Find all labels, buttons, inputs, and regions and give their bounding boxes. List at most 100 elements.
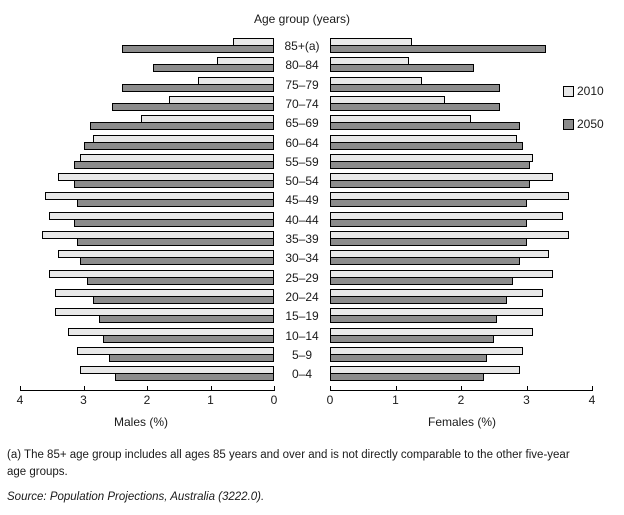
bar-female-2050 (330, 64, 475, 73)
legend-item-2010: 2010 (563, 84, 604, 98)
male-bars-cell (20, 250, 274, 269)
male-bars-cell (20, 269, 274, 289)
bar-male-2050 (115, 373, 274, 382)
female-bars-cell (330, 346, 592, 366)
female-axis-tick (395, 386, 397, 391)
female-bars-cell (330, 76, 592, 96)
pyramid-row: 70–74 (0, 95, 624, 115)
bar-male-2050 (77, 238, 274, 246)
male-bars-cell (20, 115, 274, 134)
source-note: Source: Population Projections, Australi… (7, 491, 265, 503)
age-group-label: 15–19 (285, 309, 319, 324)
female-tick-label: 1 (392, 393, 399, 407)
male-bars-cell (20, 366, 274, 385)
age-group-label: 25–29 (285, 270, 319, 285)
female-bars-cell (330, 153, 592, 173)
female-bars-cell (330, 95, 592, 115)
bar-female-2050 (330, 295, 507, 304)
bar-female-2050 (330, 83, 501, 92)
age-group-label: 30–34 (285, 251, 319, 266)
bar-female-2050 (330, 373, 484, 382)
pyramid-row: 75–79 (0, 76, 624, 96)
pyramid-row: 65–69 (0, 115, 624, 134)
pyramid-row: 30–34 (0, 250, 624, 269)
male-bars-cell (20, 192, 274, 211)
bar-male-2050 (112, 102, 274, 111)
male-tick-label: 2 (143, 393, 151, 407)
pyramid-row: 80–84 (0, 57, 624, 76)
legend-swatch-2050-icon (563, 118, 574, 130)
age-group-label: 80–84 (285, 58, 319, 73)
age-group-label: 5–9 (291, 347, 313, 362)
male-bars-cell (20, 173, 274, 192)
bar-male-2050 (102, 334, 274, 343)
bar-male-2050 (73, 180, 274, 189)
female-bars-cell (330, 57, 592, 76)
male-tick-label: 4 (16, 393, 24, 407)
bar-male-2050 (99, 315, 274, 324)
female-bars-cell (330, 366, 592, 385)
female-tick-label: 0 (326, 393, 334, 407)
pyramid-row: 10–14 (0, 327, 624, 347)
male-bars-cell (20, 95, 274, 115)
male-bars-cell (20, 308, 274, 327)
bar-male-2050 (73, 218, 274, 227)
female-bars-cell (330, 192, 592, 211)
age-group-label: 40–44 (285, 212, 319, 227)
male-bars-cell (20, 327, 274, 347)
pyramid-row: 45–49 (0, 192, 624, 211)
pyramid-row: 55–59 (0, 153, 624, 173)
age-group-label: 20–24 (285, 289, 319, 304)
female-bars-cell (330, 288, 592, 308)
female-bars-cell (330, 211, 592, 231)
male-axis-title: Males (%) (113, 415, 169, 429)
pyramid-row: 40–44 (0, 211, 624, 231)
pyramid-row: 0–4 (0, 366, 624, 385)
age-group-label: 50–54 (285, 174, 319, 189)
bar-male-2050 (77, 199, 274, 208)
male-bars-cell (20, 346, 274, 366)
bar-female-2050 (330, 141, 524, 150)
age-group-label: 55–59 (285, 154, 319, 169)
male-axis-tick (147, 386, 148, 391)
pyramid-row: 60–64 (0, 134, 624, 154)
bar-female-2050 (330, 238, 527, 246)
bar-female-2050 (330, 218, 527, 227)
bar-female-2050 (330, 353, 488, 362)
female-axis-tick (526, 386, 528, 391)
female-bars-cell (330, 250, 592, 269)
female-bars-cell (330, 308, 592, 327)
male-bars-cell (20, 211, 274, 231)
pyramid-row: 25–29 (0, 269, 624, 289)
bar-male-2050 (83, 141, 274, 150)
age-group-label: 0–4 (291, 367, 313, 382)
pyramid-row: 50–54 (0, 173, 624, 192)
bar-female-2050 (330, 257, 520, 266)
female-bars-cell (330, 38, 592, 57)
female-axis-tick (461, 386, 462, 391)
legend-label-2050: 2050 (577, 117, 604, 131)
female-tick-label: 4 (588, 393, 596, 407)
female-bars-cell (330, 269, 592, 289)
male-bars-cell (20, 57, 274, 76)
male-axis-tick (210, 386, 212, 391)
bar-female-2050 (330, 180, 530, 189)
legend-item-2050: 2050 (563, 117, 604, 131)
bar-male-2050 (108, 353, 274, 362)
bar-female-2050 (330, 334, 494, 343)
pyramid-row: 85+(a) (0, 38, 624, 57)
male-bars-cell (20, 134, 274, 154)
bar-male-2050 (121, 83, 274, 92)
male-bars-cell (20, 38, 274, 57)
female-bars-cell (330, 327, 592, 347)
bar-male-2050 (153, 64, 274, 73)
male-bars-cell (20, 76, 274, 96)
footnote-line1: (a) The 85+ age group includes all ages … (7, 449, 570, 461)
bar-female-2050 (330, 102, 501, 111)
female-bars-cell (330, 134, 592, 154)
female-axis-tick (330, 386, 331, 391)
legend-label-2010: 2010 (577, 84, 604, 98)
pyramid-rows: 85+(a) 80–84 75–79 70–74 65–69 60–64 55–59 50–5… (0, 38, 624, 386)
male-tick-label: 3 (80, 393, 87, 407)
